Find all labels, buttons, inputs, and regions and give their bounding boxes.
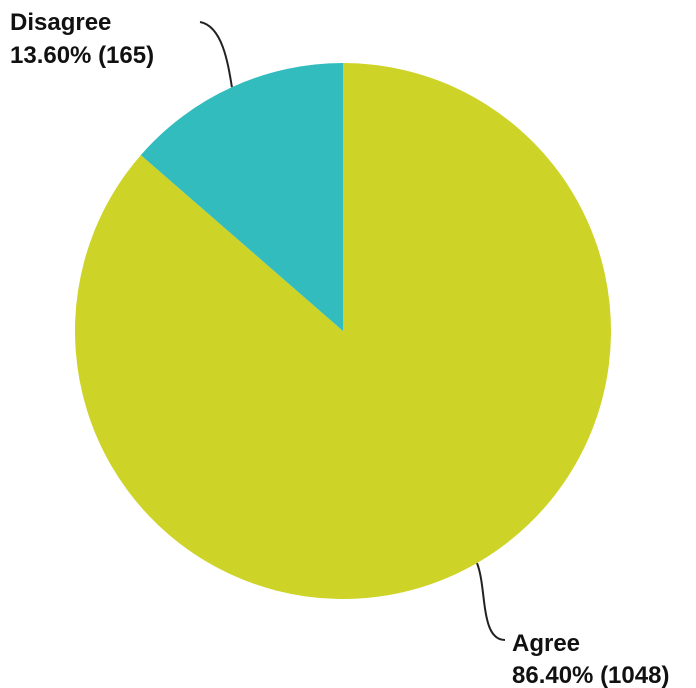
disagree-value-label: 13.60% (165) <box>10 42 154 69</box>
pie-slice-agree <box>74 63 611 600</box>
pie-slices <box>74 63 611 600</box>
agree-label: Agree <box>512 630 580 657</box>
agree-leader-line <box>476 562 506 641</box>
agree-value-label: 86.40% (1048) <box>512 662 669 688</box>
disagree-label: Disagree <box>10 9 111 36</box>
pie-slice-disagree <box>140 63 343 331</box>
leader-lines <box>199 21 506 641</box>
disagree-leader-line <box>199 21 233 88</box>
